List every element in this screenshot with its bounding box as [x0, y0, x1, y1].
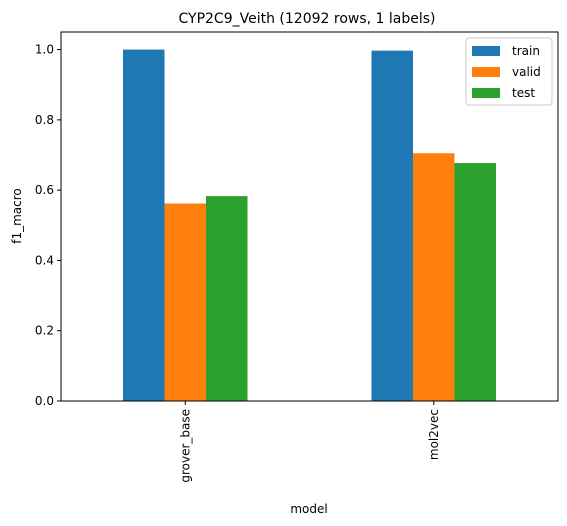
bars-group [123, 49, 496, 402]
bar-valid-grover_base [164, 203, 206, 401]
bar-test-mol2vec [454, 163, 496, 401]
y-tick-label: 0.0 [35, 394, 54, 408]
y-axis: 0.0 0.2 0.4 0.6 0.8 1.0 [35, 43, 61, 408]
y-axis-title: f1_macro [10, 188, 24, 244]
legend-label-valid: valid [512, 65, 541, 79]
bar-test-grover_base [206, 196, 248, 401]
plot-frame [60, 31, 559, 402]
legend-swatch-train [472, 46, 500, 56]
y-tick-label: 1.0 [35, 43, 54, 57]
legend: train valid test [465, 37, 553, 106]
legend-swatch-valid [472, 67, 500, 77]
legend-swatch-test [472, 88, 500, 98]
y-tick-label: 0.6 [35, 183, 54, 197]
x-axis-title: model [290, 502, 327, 516]
y-tick-label: 0.2 [35, 324, 54, 338]
y-tick-label: 0.8 [35, 113, 54, 127]
legend-label-test: test [512, 86, 535, 100]
y-tick-label: 0.4 [35, 253, 54, 267]
chart-title: CYP2C9_Veith (12092 rows, 1 labels) [179, 11, 436, 27]
bar-valid-mol2vec [413, 153, 455, 401]
bar-train-grover_base [123, 49, 165, 401]
x-axis: grover_base mol2vec [178, 401, 441, 483]
bar-train-mol2vec [371, 50, 413, 402]
x-tick-label: mol2vec [427, 409, 441, 460]
x-tick-label: grover_base [178, 409, 192, 483]
legend-label-train: train [512, 44, 540, 58]
